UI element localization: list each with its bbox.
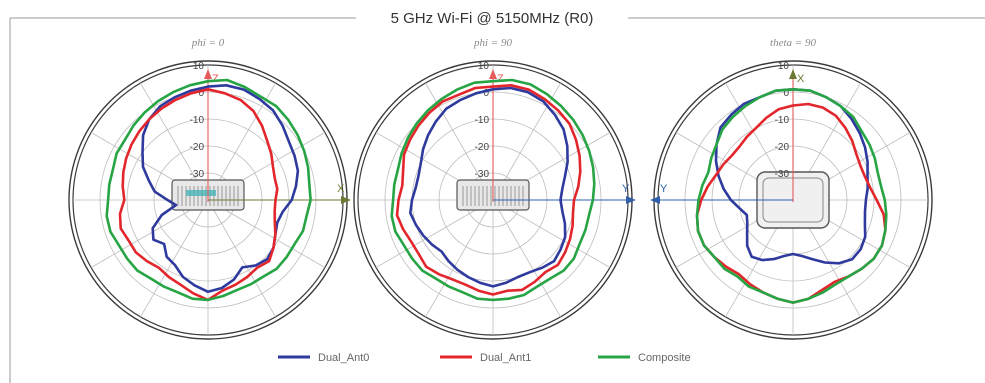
- polar-plot-3: theta = 90 X Y 10 0 -10 -20 -30: [650, 37, 933, 340]
- r-tick-label: 10: [478, 61, 490, 72]
- legend-item: Dual_Ant1: [440, 352, 531, 364]
- right-axis-arrow-icon: [626, 196, 636, 204]
- legend-label: Dual_Ant0: [318, 352, 369, 364]
- grid-spoke: [375, 199, 494, 268]
- series-trace-composite: [105, 78, 312, 302]
- r-tick-label: 10: [778, 61, 790, 72]
- grid-spoke: [492, 199, 561, 318]
- r-tick-label: 10: [193, 61, 205, 72]
- series-trace-dual-ant0: [409, 86, 569, 288]
- right-axis-label: X: [337, 183, 345, 195]
- r-tick-label: 0: [783, 88, 789, 99]
- r-tick-label: -20: [775, 142, 790, 153]
- up-axis-arrow-icon: [204, 69, 212, 79]
- grid-spoke: [90, 199, 209, 268]
- series-trace-dual-ant0: [141, 84, 300, 294]
- series-trace-dual-ant1: [395, 84, 582, 296]
- up-axis-label: X: [797, 73, 805, 85]
- grid-spoke: [140, 199, 209, 318]
- r-tick-label: 0: [483, 88, 489, 99]
- r-tick-label: -20: [190, 142, 205, 153]
- r-tick-label: 0: [198, 88, 204, 99]
- up-axis-arrow-icon: [489, 69, 497, 79]
- figure-frame: [9, 17, 985, 383]
- figure-title: 5 GHz Wi-Fi @ 5150MHz (R0): [391, 10, 594, 27]
- series-trace-composite: [390, 78, 596, 302]
- r-tick-label: -30: [190, 169, 205, 180]
- legend-label: Dual_Ant1: [480, 352, 531, 364]
- grid-spoke: [207, 199, 326, 268]
- polar-plots: phi = 0 Z X 10 0 -10 -20 -30 phi = 90 Z Y 10 0 -10 -20…: [68, 37, 933, 340]
- r-tick-label: -20: [475, 142, 490, 153]
- r-tick-label: -10: [190, 115, 205, 126]
- r-tick-label: -30: [475, 169, 490, 180]
- subplot-title: theta = 90: [770, 37, 816, 49]
- subplot-title: phi = 90: [473, 37, 512, 49]
- polar-plot-1: phi = 0 Z X 10 0 -10 -20 -30: [68, 37, 351, 340]
- grid-spoke: [492, 199, 611, 268]
- subplot-title: phi = 0: [191, 37, 225, 49]
- r-tick-label: -10: [475, 115, 490, 126]
- series-trace-dual-ant0: [714, 88, 869, 265]
- up-axis-label: Z: [497, 73, 504, 85]
- legend-label: Composite: [638, 352, 691, 364]
- up-axis-label: Z: [212, 73, 219, 85]
- r-tick-label: -10: [775, 115, 790, 126]
- right-axis-label: Y: [622, 183, 630, 195]
- legend-item: Composite: [598, 352, 691, 364]
- polar-plot-2: phi = 90 Z Y 10 0 -10 -20 -30: [353, 37, 636, 340]
- right-axis-arrow-icon: [341, 196, 351, 204]
- left-axis-arrow-icon: [650, 196, 660, 204]
- legend-item: Dual_Ant0: [278, 352, 369, 364]
- grid-spoke: [425, 199, 494, 318]
- grid-spoke: [207, 199, 276, 318]
- left-axis-label: Y: [660, 183, 668, 195]
- up-axis-arrow-icon: [789, 69, 797, 79]
- series-trace-composite: [695, 88, 888, 304]
- r-tick-label: -30: [775, 169, 790, 180]
- legend: Dual_Ant0 Dual_Ant1 Composite: [278, 352, 691, 364]
